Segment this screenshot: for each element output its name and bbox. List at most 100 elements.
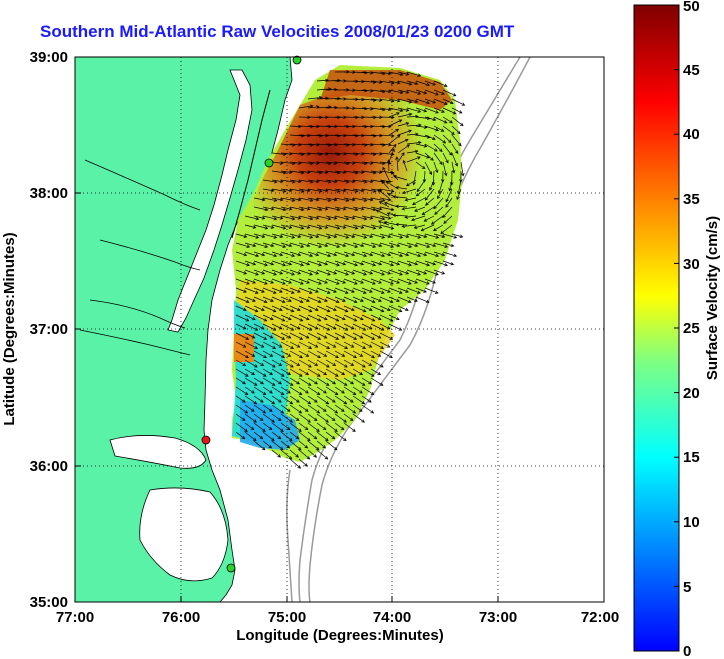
velocity-arrow [343,206,358,211]
velocity-arrow-head [241,435,246,440]
velocity-arrow [316,97,329,100]
velocity-arrow [262,287,277,294]
velocity-arrow [433,260,448,266]
velocity-arrow [289,422,302,432]
velocity-arrow [334,395,347,405]
velocity-arrow [289,323,301,330]
velocity-arrow [370,260,382,265]
velocity-arrow [289,125,302,127]
velocity-arrow [388,278,400,284]
velocity-arrow-head [401,224,406,229]
velocity-arrow [370,125,386,128]
velocity-arrow [370,197,385,202]
velocity-arrow-head [324,262,329,266]
velocity-arrow-head [270,207,275,211]
velocity-arrow [370,134,383,137]
velocity-arrow-head [262,373,267,377]
velocity-arrow-head [461,102,466,106]
velocity-arrow [406,80,418,85]
velocity-arrow-head [431,221,435,225]
velocity-arrow-head [261,289,265,293]
velocity-arrow [235,386,248,395]
velocity-arrow-head [432,262,437,266]
velocity-arrow [235,233,247,238]
velocity-arrow-head [342,188,347,193]
velocity-arrow [298,341,312,349]
velocity-arrow [235,251,247,256]
velocity-arrow [235,431,245,440]
velocity-arrow [370,332,381,339]
velocity-arrow-head [351,197,356,202]
velocity-arrow [370,107,385,111]
velocity-arrow [379,152,394,155]
velocity-arrow-head [452,111,457,115]
velocity-arrow [262,350,273,357]
velocity-arrow [325,296,340,303]
velocity-arrow-head [324,188,329,193]
velocity-arrow-head [254,364,258,368]
velocity-arrow [352,314,364,320]
velocity-arrow-head [412,181,416,186]
velocity-arrow [397,107,409,111]
velocity-arrow-head [344,290,349,294]
velocity-arrow-head [325,437,329,442]
velocity-arrow-head [390,189,395,193]
velocity-arrow [262,278,274,284]
velocity-arrow [271,413,282,421]
velocity-arrow [352,395,365,405]
velocity-arrow [244,314,256,320]
velocity-arrow-head [345,216,350,221]
velocity-arrow-head [271,382,276,386]
velocity-arrow [253,368,267,377]
velocity-arrow [253,197,265,201]
velocity-arrow-head [363,198,368,202]
velocity-arrow [370,251,385,257]
velocity-arrow-head [454,162,458,167]
velocity-arrow [244,242,256,247]
velocity-arrow [262,395,275,405]
velocity-arrow [361,80,376,83]
velocity-arrow [397,80,412,85]
velocity-arrow-head [297,179,302,184]
velocity-arrow-head [322,445,327,449]
velocity-arrow [325,278,340,285]
velocity-arrow [289,359,300,366]
velocity-arrow-head [389,336,394,340]
velocity-arrow [289,287,301,293]
velocity-arrow [289,332,303,340]
velocity-arrow-head [305,353,310,357]
velocity-arrow-head [391,134,395,138]
velocity-arrow [253,278,268,285]
velocity-arrow [415,242,430,248]
velocity-arrow-head [259,417,264,421]
velocity-arrow [388,159,390,172]
velocity-arrow [343,404,356,414]
velocity-arrow [433,269,445,275]
velocity-arrow-head [449,100,454,105]
velocity-arrow-head [405,234,410,238]
velocity-arrow [307,395,318,403]
velocity-arrow [298,215,313,220]
velocity-arrow [388,134,401,145]
velocity-arrow-head [286,408,291,412]
velocity-arrow [316,278,328,284]
velocity-arrow [316,206,328,210]
velocity-arrow [411,215,426,221]
velocity-arrow [361,71,373,74]
velocity-arrow [370,206,382,210]
velocity-arrow [343,314,357,322]
velocity-arrow-head [278,381,282,385]
velocity-arrow [343,215,355,219]
station-marker-red [201,435,211,445]
velocity-arrow-head [255,272,259,276]
velocity-arrow-head [324,298,328,302]
velocity-arrow [343,377,354,385]
velocity-arrow [298,233,313,239]
velocity-arrow-head [334,373,339,377]
velocity-arrow-head [288,188,293,193]
velocity-arrow [387,193,399,199]
velocity-arrow [433,152,443,165]
velocity-arrow-head [351,234,356,238]
velocity-arrow [370,350,381,357]
velocity-arrow [442,152,449,163]
